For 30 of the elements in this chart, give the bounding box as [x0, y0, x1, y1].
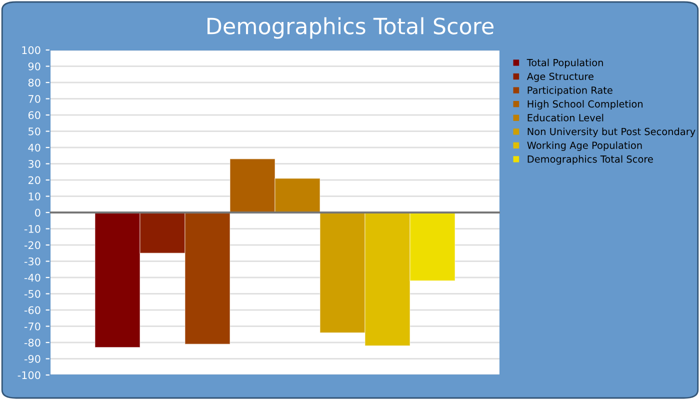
y-tick-label: -20 — [24, 241, 40, 250]
legend-label: Total Population — [526, 58, 603, 68]
y-tick-label: -90 — [24, 354, 40, 363]
y-tick-label: 10 — [28, 192, 40, 200]
y-tick-label: 60 — [28, 111, 40, 120]
y-tick-label: 40 — [28, 144, 40, 152]
legend-label: Working Age Population — [527, 141, 642, 151]
y-tick-label: 50 — [28, 127, 40, 136]
legend-label: Demographics Total Score — [528, 155, 653, 165]
y-tick-label: 100 — [22, 46, 40, 54]
y-tick-label: -100 — [18, 371, 40, 380]
y-tick-label: 20 — [28, 176, 40, 184]
y-tick-label: 30 — [28, 160, 40, 168]
y-tick-label: -30 — [24, 257, 40, 266]
y-tick-label: -70 — [24, 322, 40, 330]
y-tick-label: -50 — [24, 290, 40, 298]
y-tick-label: 70 — [28, 94, 40, 103]
y-tick-label: 0 — [35, 208, 40, 217]
y-tick-label: -10 — [24, 224, 40, 233]
y-tick-label: 90 — [28, 62, 40, 70]
legend-label: Participation Rate — [528, 86, 612, 96]
y-tick-label: -40 — [24, 274, 40, 282]
legend-label: Education Level — [528, 114, 604, 122]
legend-label: High School Completion — [528, 100, 643, 110]
chart-title: Demographics Total Score — [208, 17, 494, 39]
y-tick-label: -80 — [24, 338, 40, 347]
legend-label: Age Structure — [526, 72, 594, 82]
legend-label: Non University but Post Secondary — [528, 128, 696, 138]
y-tick-label: 80 — [28, 78, 40, 87]
y-tick-label: -60 — [24, 306, 40, 314]
